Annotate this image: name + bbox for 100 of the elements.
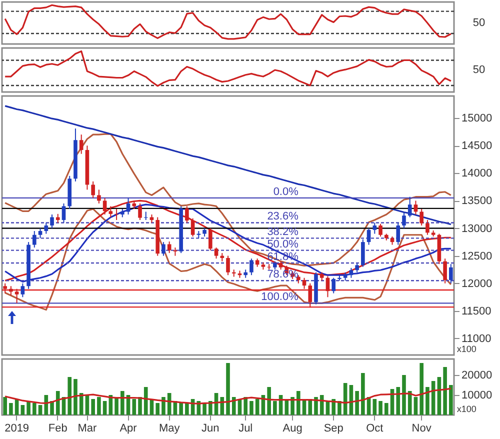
text: x100 — [456, 404, 476, 414]
x-tick-label: Jun — [202, 422, 220, 434]
bar — [114, 397, 118, 415]
bar — [156, 403, 160, 415]
candlestick — [408, 196, 412, 218]
bar — [132, 399, 136, 415]
bar — [361, 373, 365, 415]
bar — [56, 391, 60, 415]
candlestick — [332, 277, 336, 294]
candlestick — [162, 242, 166, 256]
x-tick-label: Sep — [324, 422, 344, 434]
bar — [372, 399, 377, 415]
bar — [9, 403, 13, 415]
bar — [250, 401, 254, 415]
candlestick — [79, 134, 84, 154]
bar — [120, 391, 124, 415]
candlestick — [38, 228, 42, 239]
candlestick — [185, 206, 189, 224]
y-tick-label: 12500 — [462, 250, 492, 262]
x-tick-label: May — [158, 422, 180, 434]
candlestick — [62, 202, 66, 224]
y-tick-label: 11000 — [462, 332, 492, 345]
bar — [355, 391, 359, 415]
bar — [420, 363, 424, 415]
candlestick — [20, 282, 25, 298]
x-tick-label: 2019 — [4, 422, 30, 434]
bar — [102, 401, 107, 415]
text: 50 — [472, 64, 486, 76]
candlestick — [108, 206, 113, 218]
y-tick-label: 12000 — [462, 278, 492, 290]
candlestick — [214, 247, 218, 260]
x-tick-label: Nov — [412, 422, 432, 434]
bar — [290, 397, 294, 415]
y-tick-label: 10000 — [462, 390, 492, 402]
candlestick — [208, 228, 212, 251]
candlestick — [308, 282, 312, 308]
bar — [449, 385, 453, 415]
y-tick-label: 15000 — [462, 112, 492, 125]
candlestick — [302, 277, 306, 290]
y-tick-label: 20000 — [462, 370, 492, 382]
x-tick-label: Oct — [366, 422, 384, 434]
annotation: 100.0% — [261, 291, 299, 304]
candlestick — [91, 180, 95, 198]
bar — [38, 405, 42, 415]
bar — [408, 391, 412, 415]
bar — [402, 375, 406, 415]
bar — [44, 395, 48, 415]
bar — [26, 401, 30, 415]
candlestick — [366, 228, 371, 246]
bar — [314, 397, 318, 415]
candlestick — [449, 264, 453, 284]
line-series — [4, 388, 452, 404]
x-tick-label: Apr — [120, 422, 138, 434]
y-tick-label: 11500 — [462, 305, 492, 318]
bar — [414, 397, 418, 415]
candlestick — [190, 218, 195, 238]
bar — [244, 397, 248, 415]
bar — [185, 403, 189, 415]
bar — [91, 399, 95, 415]
candlestick — [144, 211, 148, 220]
bar — [396, 387, 400, 415]
bar — [296, 391, 300, 415]
x-tick-label: Jul — [238, 422, 253, 434]
candlestick — [32, 230, 36, 248]
annotation: 23.6% — [267, 210, 299, 223]
candlestick — [426, 219, 430, 236]
candlestick — [14, 288, 19, 304]
bar — [273, 401, 277, 415]
line-series — [4, 105, 452, 226]
candlestick — [267, 264, 271, 270]
bar — [32, 403, 36, 415]
bar — [162, 397, 166, 415]
bar — [144, 387, 148, 415]
candlestick — [326, 276, 330, 298]
line-series — [4, 208, 452, 311]
candlestick — [349, 267, 354, 278]
candlestick — [372, 222, 377, 234]
candlestick — [414, 200, 418, 215]
candlestick — [226, 255, 230, 276]
candlestick — [50, 214, 54, 229]
y-tick-label: 14000 — [462, 168, 492, 180]
line-series — [4, 133, 452, 267]
bar — [138, 397, 142, 415]
bar — [179, 403, 183, 415]
candlestick — [167, 240, 172, 254]
bar — [255, 399, 260, 415]
y-tick-label: 13500 — [462, 195, 492, 208]
bar — [68, 377, 72, 415]
candlestick — [3, 282, 7, 294]
bar — [97, 397, 101, 415]
bar — [20, 405, 25, 415]
candlestick — [250, 258, 254, 276]
y-tick-label: 14500 — [462, 140, 492, 152]
text: x100 — [456, 344, 476, 354]
bar — [74, 379, 78, 415]
candlestick — [420, 208, 424, 226]
candlestick — [44, 222, 48, 234]
bar — [320, 395, 324, 415]
bar — [226, 363, 230, 415]
candlestick — [114, 208, 118, 220]
